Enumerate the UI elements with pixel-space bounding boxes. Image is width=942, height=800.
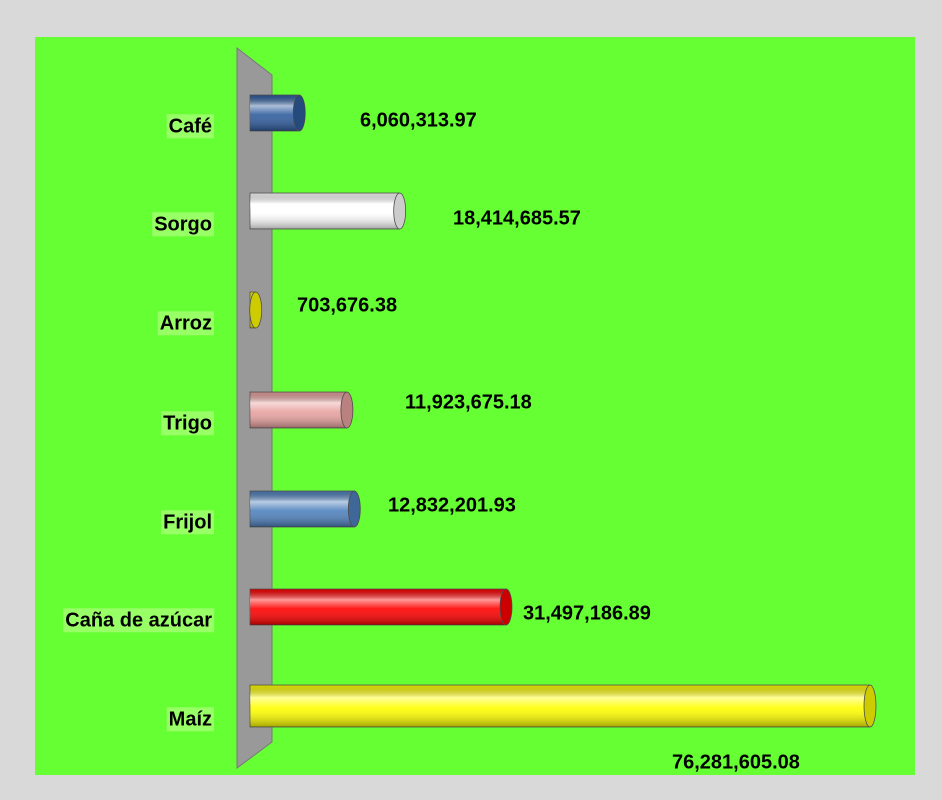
category-label-bg: [166, 707, 214, 732]
category-label: Trigo: [163, 412, 212, 434]
bar-cap-shade: [249, 292, 262, 328]
bar-cap-shade: [293, 95, 306, 131]
value-label: 18,414,685.57: [453, 207, 581, 229]
bar-shine: [250, 685, 870, 727]
value-label: 11,923,675.18: [405, 391, 532, 413]
value-label: 6,060,313.97: [360, 109, 477, 131]
category-label: Sorgo: [154, 213, 212, 235]
bar-cap-shade: [340, 392, 353, 428]
value-label: 703,676.38: [297, 294, 397, 316]
value-label: 12,832,201.93: [388, 494, 516, 516]
bar-shine: [250, 589, 507, 625]
bar-shine: [250, 392, 347, 428]
bar-cap: [249, 291, 263, 329]
bar-cap-shade: [393, 193, 406, 229]
bar-cap: [393, 192, 407, 230]
bar-shine: [250, 95, 300, 131]
bar-cap: [347, 490, 361, 528]
bar-cap-shade: [864, 685, 876, 727]
plot-area: [35, 37, 915, 775]
bar-cap: [340, 391, 354, 429]
bar-shine: [250, 491, 355, 527]
value-label: 76,281,605.08: [672, 751, 800, 773]
value-label: 31,497,186.89: [523, 602, 651, 624]
category-label-bg: [161, 411, 214, 436]
category-label-bg: [157, 311, 214, 336]
category-label: Maíz: [169, 708, 212, 730]
bar-cap: [863, 684, 877, 728]
category-label-bg: [166, 114, 214, 139]
bar-shine: [250, 193, 400, 229]
bar-cap-shade: [500, 589, 513, 625]
category-label-bg: [152, 212, 214, 237]
category-label: Caña de azúcar: [65, 609, 212, 631]
category-label: Arroz: [160, 312, 212, 334]
bar-cap: [499, 588, 513, 626]
category-label: Café: [169, 115, 212, 137]
category-label-bg: [161, 510, 214, 535]
bar-cap: [292, 94, 306, 132]
bar-cap-shade: [348, 491, 361, 527]
category-label-bg: [63, 608, 215, 633]
category-label: Frijol: [163, 511, 212, 533]
